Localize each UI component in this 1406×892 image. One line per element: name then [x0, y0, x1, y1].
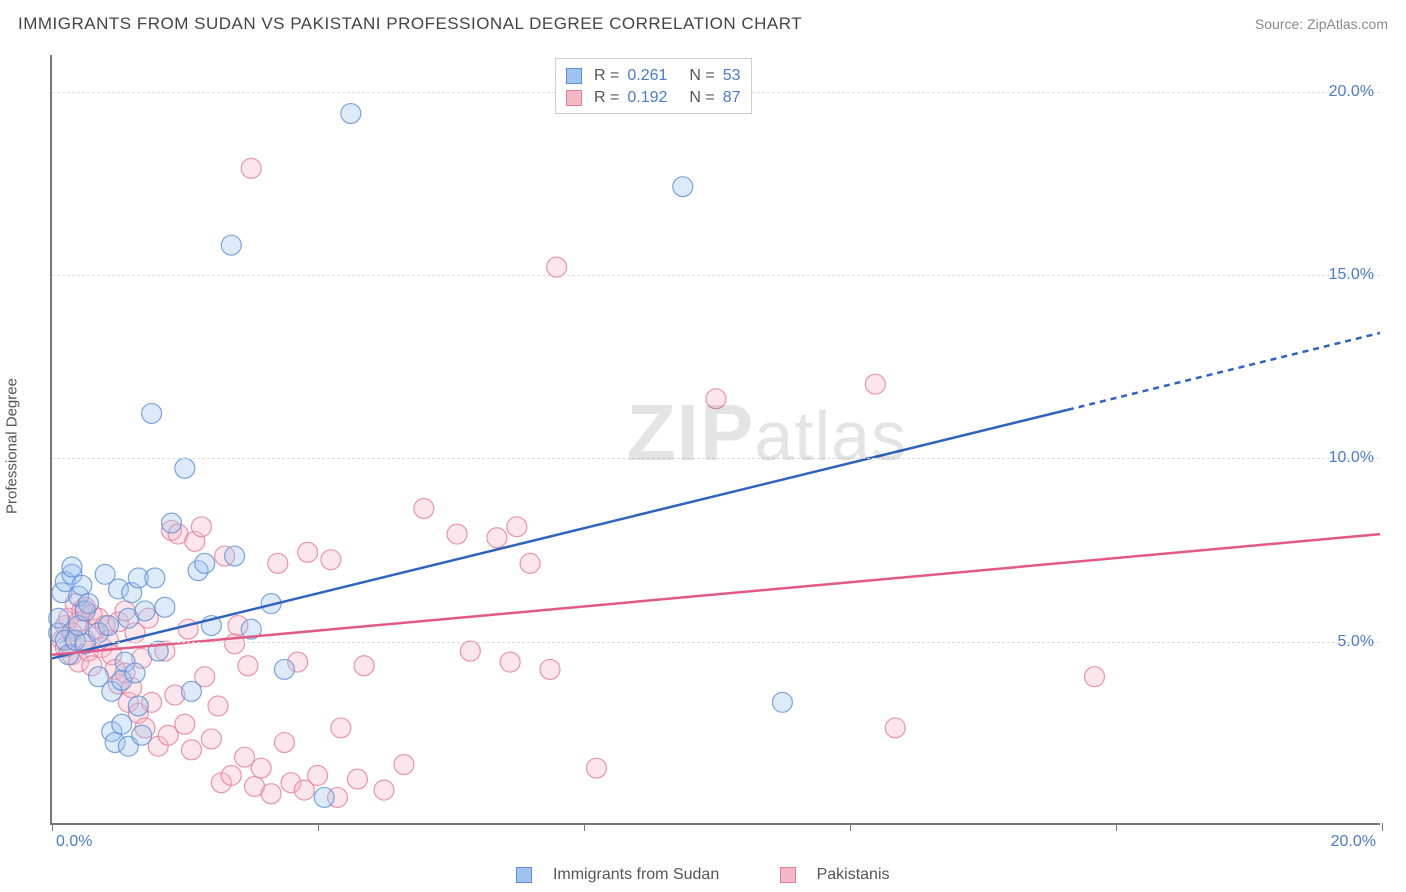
data-point-pakistanis: [181, 740, 201, 760]
x-tick: [850, 823, 851, 831]
gridline: [52, 275, 1380, 276]
data-point-sudan: [221, 235, 241, 255]
data-point-sudan: [49, 608, 69, 628]
data-point-pakistanis: [238, 656, 258, 676]
trend-line-pakistanis: [52, 534, 1380, 655]
r-value-pakistanis: 0.192: [627, 87, 667, 109]
r-label: R =: [594, 87, 619, 109]
data-point-pakistanis: [414, 499, 434, 519]
bottom-label-pakistanis: Pakistanis: [817, 866, 890, 883]
y-tick-label: 15.0%: [1329, 266, 1374, 284]
data-point-sudan: [132, 725, 152, 745]
data-point-pakistanis: [507, 517, 527, 537]
data-point-pakistanis: [321, 550, 341, 570]
data-point-sudan: [341, 104, 361, 124]
data-point-sudan: [225, 546, 245, 566]
data-point-pakistanis: [241, 158, 261, 178]
x-axis-max-label: 20.0%: [1331, 833, 1376, 851]
data-point-sudan: [195, 553, 215, 573]
legend-row-sudan: R = 0.261 N = 53: [566, 65, 741, 87]
data-point-pakistanis: [251, 758, 271, 778]
data-point-pakistanis: [175, 714, 195, 734]
data-point-pakistanis: [394, 755, 414, 775]
data-point-sudan: [79, 594, 99, 614]
data-point-pakistanis: [500, 652, 520, 672]
data-point-pakistanis: [201, 729, 221, 749]
gridline: [52, 458, 1380, 459]
y-axis-title: Professional Degree: [4, 378, 21, 514]
y-tick-label: 20.0%: [1329, 83, 1374, 101]
bottom-swatch-sudan: [516, 867, 532, 883]
n-value-sudan: 53: [723, 65, 741, 87]
data-point-sudan: [112, 714, 132, 734]
data-point-pakistanis: [268, 553, 288, 573]
r-value-sudan: 0.261: [627, 65, 667, 87]
r-label: R =: [594, 65, 619, 87]
correlation-legend: R = 0.261 N = 53 R = 0.192 N = 87: [555, 58, 752, 114]
n-label: N =: [689, 65, 714, 87]
data-point-sudan: [128, 696, 148, 716]
data-point-sudan: [162, 513, 182, 533]
chart-svg: [52, 55, 1380, 823]
data-point-sudan: [62, 557, 82, 577]
data-point-sudan: [145, 568, 165, 588]
data-point-pakistanis: [308, 765, 328, 785]
data-point-pakistanis: [274, 733, 294, 753]
data-point-sudan: [135, 601, 155, 621]
data-point-sudan: [673, 177, 693, 197]
y-tick-label: 5.0%: [1338, 633, 1374, 651]
data-point-sudan: [274, 659, 294, 679]
data-point-pakistanis: [487, 528, 507, 548]
data-point-pakistanis: [354, 656, 374, 676]
bottom-label-sudan: Immigrants from Sudan: [553, 866, 719, 883]
data-point-sudan: [181, 681, 201, 701]
data-point-sudan: [155, 597, 175, 617]
chart-source: Source: ZipAtlas.com: [1255, 16, 1388, 32]
data-point-pakistanis: [191, 517, 211, 537]
legend-row-pakistanis: R = 0.192 N = 87: [566, 87, 741, 109]
data-point-pakistanis: [706, 389, 726, 409]
bottom-swatch-pakistanis: [780, 867, 796, 883]
data-point-sudan: [125, 663, 145, 683]
chart-header: IMMIGRANTS FROM SUDAN VS PAKISTANI PROFE…: [18, 14, 1388, 34]
legend-swatch-pakistanis: [566, 90, 582, 106]
chart-title: IMMIGRANTS FROM SUDAN VS PAKISTANI PROFE…: [18, 14, 802, 34]
x-tick: [584, 823, 585, 831]
data-point-pakistanis: [331, 718, 351, 738]
data-point-pakistanis: [374, 780, 394, 800]
n-value-pakistanis: 87: [723, 87, 741, 109]
data-point-pakistanis: [865, 374, 885, 394]
data-point-sudan: [175, 458, 195, 478]
data-point-pakistanis: [885, 718, 905, 738]
trend-line-dash-sudan: [1068, 333, 1380, 410]
data-point-pakistanis: [586, 758, 606, 778]
data-point-pakistanis: [261, 784, 281, 804]
data-point-pakistanis: [221, 765, 241, 785]
data-point-pakistanis: [1084, 667, 1104, 687]
y-tick-label: 10.0%: [1329, 449, 1374, 467]
x-axis-min-label: 0.0%: [56, 833, 92, 851]
legend-swatch-sudan: [566, 68, 582, 84]
data-point-sudan: [72, 575, 92, 595]
x-tick: [52, 823, 53, 831]
data-point-sudan: [314, 787, 334, 807]
x-tick: [1382, 823, 1383, 831]
x-tick: [1116, 823, 1117, 831]
data-point-pakistanis: [520, 553, 540, 573]
data-point-sudan: [98, 616, 118, 636]
data-point-pakistanis: [447, 524, 467, 544]
data-point-pakistanis: [460, 641, 480, 661]
x-tick: [318, 823, 319, 831]
data-point-sudan: [772, 692, 792, 712]
scatter-plot-area: 0.0% 20.0% 5.0%10.0%15.0%20.0%ZIPatlas: [50, 55, 1380, 825]
data-point-pakistanis: [298, 542, 318, 562]
bottom-legend: Immigrants from Sudan Pakistanis: [0, 866, 1406, 884]
gridline: [52, 642, 1380, 643]
data-point-pakistanis: [540, 659, 560, 679]
data-point-sudan: [142, 403, 162, 423]
data-point-pakistanis: [347, 769, 367, 789]
data-point-pakistanis: [208, 696, 228, 716]
n-label: N =: [689, 87, 714, 109]
